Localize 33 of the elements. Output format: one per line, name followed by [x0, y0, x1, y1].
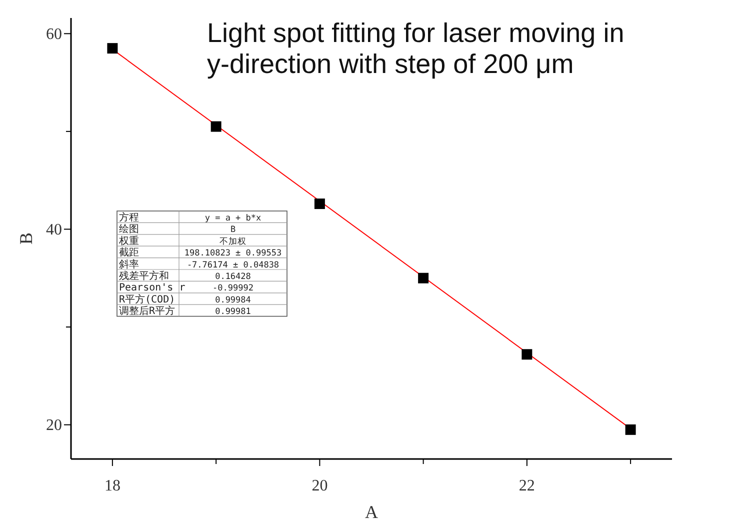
annotation: B	[230, 225, 236, 236]
annotation: -0.99992	[212, 284, 254, 294]
annotation: 截距	[119, 246, 139, 259]
annotation: 198.10823 ± 0.99553	[184, 248, 282, 259]
annotation: 残差平方和	[119, 270, 169, 282]
y-axis-title: B	[16, 232, 36, 245]
y-tick-label: 40	[46, 221, 62, 238]
point	[625, 424, 636, 435]
annotation: Pearson's r	[119, 282, 186, 294]
point	[314, 198, 325, 210]
annotation: R平方(COD)	[119, 293, 176, 306]
annotation: 0.99984	[215, 295, 251, 306]
annotation: 绘图	[119, 223, 139, 236]
annotation: 方程	[119, 212, 139, 224]
annotation: 权重	[118, 234, 139, 247]
x-tick-label: 18	[104, 477, 120, 494]
annotation: 0.16428	[215, 272, 251, 282]
x-axis-title: A	[365, 502, 378, 522]
x-tick-label: 20	[312, 477, 328, 494]
point	[522, 349, 532, 360]
y-tick-label: 60	[46, 26, 62, 43]
y-tick-label: 20	[46, 416, 62, 434]
annotation: 斜率	[119, 258, 139, 270]
annotation: 调整后R平方	[119, 305, 176, 318]
point	[418, 272, 429, 284]
annotation: 0.99981	[215, 307, 251, 318]
point	[210, 121, 222, 132]
annotation: y = a + b*x	[204, 214, 262, 224]
text: Light spot fitting for laser moving in y-direction with step of 200 μm	[207, 18, 624, 79]
x-tick-label: 22	[518, 477, 535, 494]
annotation: -7.76174 ± 0.04838	[186, 260, 280, 270]
annotation: 不加权	[220, 236, 246, 247]
point	[107, 43, 118, 54]
